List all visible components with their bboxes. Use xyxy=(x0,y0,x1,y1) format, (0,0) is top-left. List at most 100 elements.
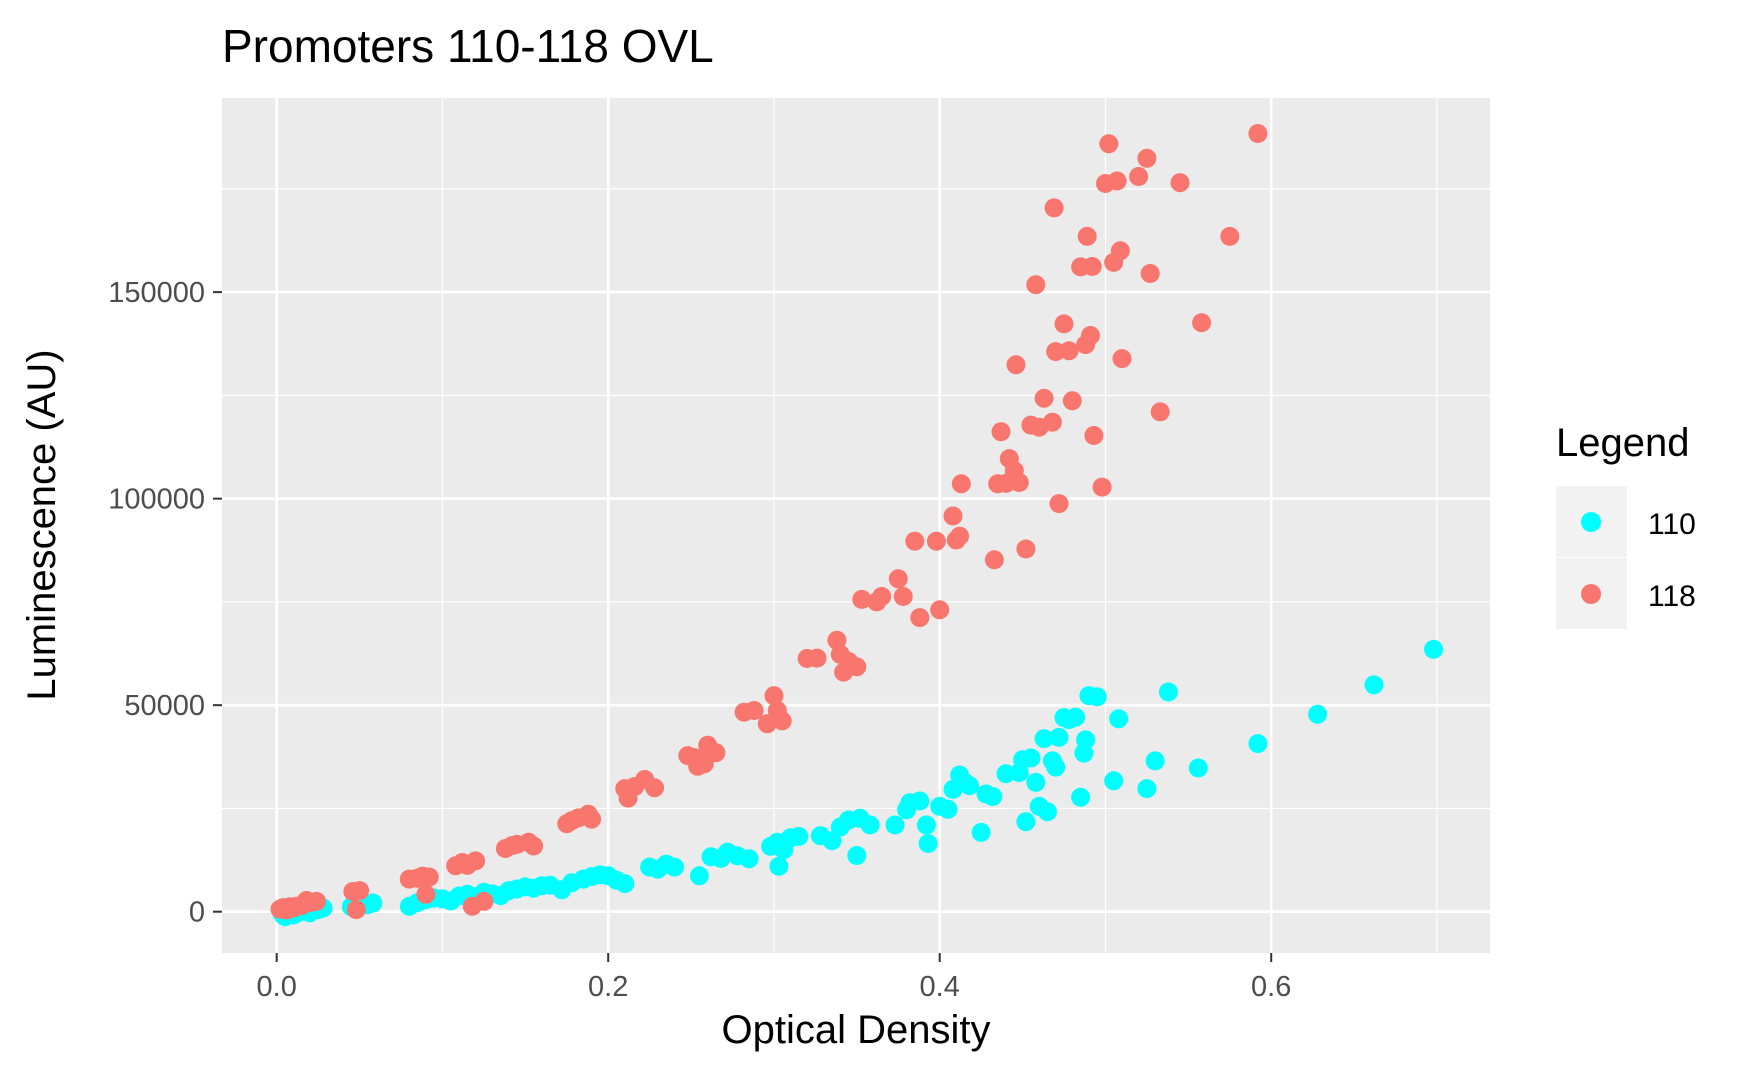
data-point-110 xyxy=(769,856,789,876)
data-point-110 xyxy=(1308,704,1328,724)
y-tick-label: 50000 xyxy=(124,690,205,722)
data-point-110 xyxy=(1071,787,1091,807)
data-point-110 xyxy=(960,776,979,796)
x-tick-label: 0.4 xyxy=(920,971,960,1003)
data-point-110 xyxy=(1021,748,1041,768)
y-tick-label: 0 xyxy=(189,897,205,929)
data-point-118 xyxy=(1140,264,1160,283)
data-point-118 xyxy=(950,526,970,546)
data-point-118 xyxy=(744,701,764,720)
data-point-118 xyxy=(307,891,326,911)
data-point-110 xyxy=(1037,802,1057,822)
data-point-110 xyxy=(983,787,1003,806)
data-point-110 xyxy=(1034,729,1054,749)
data-point-118 xyxy=(1054,314,1074,334)
data-point-118 xyxy=(910,608,930,628)
data-point-110 xyxy=(822,831,842,851)
data-point-110 xyxy=(1158,682,1178,702)
data-point-118 xyxy=(1082,257,1102,276)
data-point-118 xyxy=(524,836,544,856)
data-point-118 xyxy=(1026,275,1046,295)
data-point-110 xyxy=(1046,757,1066,777)
data-point-110 xyxy=(847,846,867,865)
data-point-118 xyxy=(847,657,867,677)
data-point-118 xyxy=(419,867,439,887)
y-axis: 0 50000 100000 150000 xyxy=(108,277,222,929)
data-point-110 xyxy=(885,815,905,835)
data-point-118 xyxy=(1081,326,1100,345)
data-point-118 xyxy=(1150,402,1170,422)
data-point-118 xyxy=(930,600,950,620)
data-point-110 xyxy=(689,866,709,886)
data-point-118 xyxy=(1092,477,1112,497)
data-point-110 xyxy=(1424,639,1444,659)
data-point-110 xyxy=(971,822,991,842)
data-point-118 xyxy=(872,587,892,606)
data-point-118 xyxy=(888,569,908,589)
data-point-118 xyxy=(466,851,486,871)
data-point-110 xyxy=(665,857,684,877)
data-point-118 xyxy=(772,711,792,731)
legend-title: Legend xyxy=(1556,421,1689,465)
data-point-118 xyxy=(1099,134,1119,154)
data-point-118 xyxy=(1034,388,1054,408)
data-point-110 xyxy=(363,893,383,913)
legend-label-118: 118 xyxy=(1648,580,1696,613)
legend: Legend 110 118 xyxy=(1556,421,1696,629)
data-point-110 xyxy=(1066,707,1086,727)
data-point-110 xyxy=(739,849,759,869)
data-point-118 xyxy=(1170,173,1190,193)
data-point-118 xyxy=(757,714,777,734)
x-tick-label: 0.2 xyxy=(588,971,628,1003)
data-point-110 xyxy=(860,815,880,835)
data-point-118 xyxy=(1248,124,1268,143)
data-point-118 xyxy=(1112,349,1132,369)
data-point-118 xyxy=(905,531,925,551)
data-point-118 xyxy=(350,881,370,901)
data-point-118 xyxy=(582,809,602,829)
data-point-110 xyxy=(1137,779,1157,799)
data-point-118 xyxy=(1062,391,1082,411)
data-point-118 xyxy=(1009,473,1029,492)
data-point-118 xyxy=(893,587,913,606)
data-point-110 xyxy=(918,834,938,853)
series-118-points xyxy=(270,124,1268,920)
data-point-118 xyxy=(1077,226,1097,246)
x-tick-label: 0.0 xyxy=(257,971,297,1003)
data-point-118 xyxy=(1059,341,1079,361)
data-point-110 xyxy=(615,874,635,894)
data-point-118 xyxy=(1107,171,1127,191)
legend-key-118-marker xyxy=(1581,584,1601,604)
y-axis-title: Luminescence (AU) xyxy=(20,349,64,700)
data-point-110 xyxy=(1188,758,1208,778)
data-point-118 xyxy=(474,891,494,911)
data-point-118 xyxy=(346,900,366,920)
x-axis: 0.0 0.2 0.4 0.6 xyxy=(257,953,1291,1003)
chart-title: Promoters 110-118 OVL xyxy=(222,20,714,72)
data-point-110 xyxy=(1076,730,1096,750)
legend-key-110-marker xyxy=(1581,512,1601,532)
data-point-110 xyxy=(1109,709,1129,729)
data-point-118 xyxy=(943,506,963,526)
data-point-118 xyxy=(706,743,726,763)
data-point-118 xyxy=(1137,148,1157,168)
data-point-118 xyxy=(984,550,1004,570)
data-point-110 xyxy=(1248,734,1268,754)
data-point-118 xyxy=(764,686,784,706)
data-point-110 xyxy=(938,799,958,819)
data-point-118 xyxy=(926,531,946,551)
data-point-110 xyxy=(1104,771,1124,791)
data-point-118 xyxy=(1129,167,1149,186)
x-axis-title: Optical Density xyxy=(722,1008,991,1052)
data-point-118 xyxy=(1044,198,1064,218)
data-point-110 xyxy=(789,827,809,846)
data-point-118 xyxy=(1084,426,1104,445)
y-tick-label: 150000 xyxy=(108,277,205,309)
x-tick-label: 0.6 xyxy=(1251,971,1291,1003)
data-point-110 xyxy=(1364,675,1384,695)
data-point-118 xyxy=(951,474,971,494)
data-point-118 xyxy=(991,422,1011,442)
data-point-118 xyxy=(1220,226,1240,246)
data-point-118 xyxy=(1049,494,1069,514)
